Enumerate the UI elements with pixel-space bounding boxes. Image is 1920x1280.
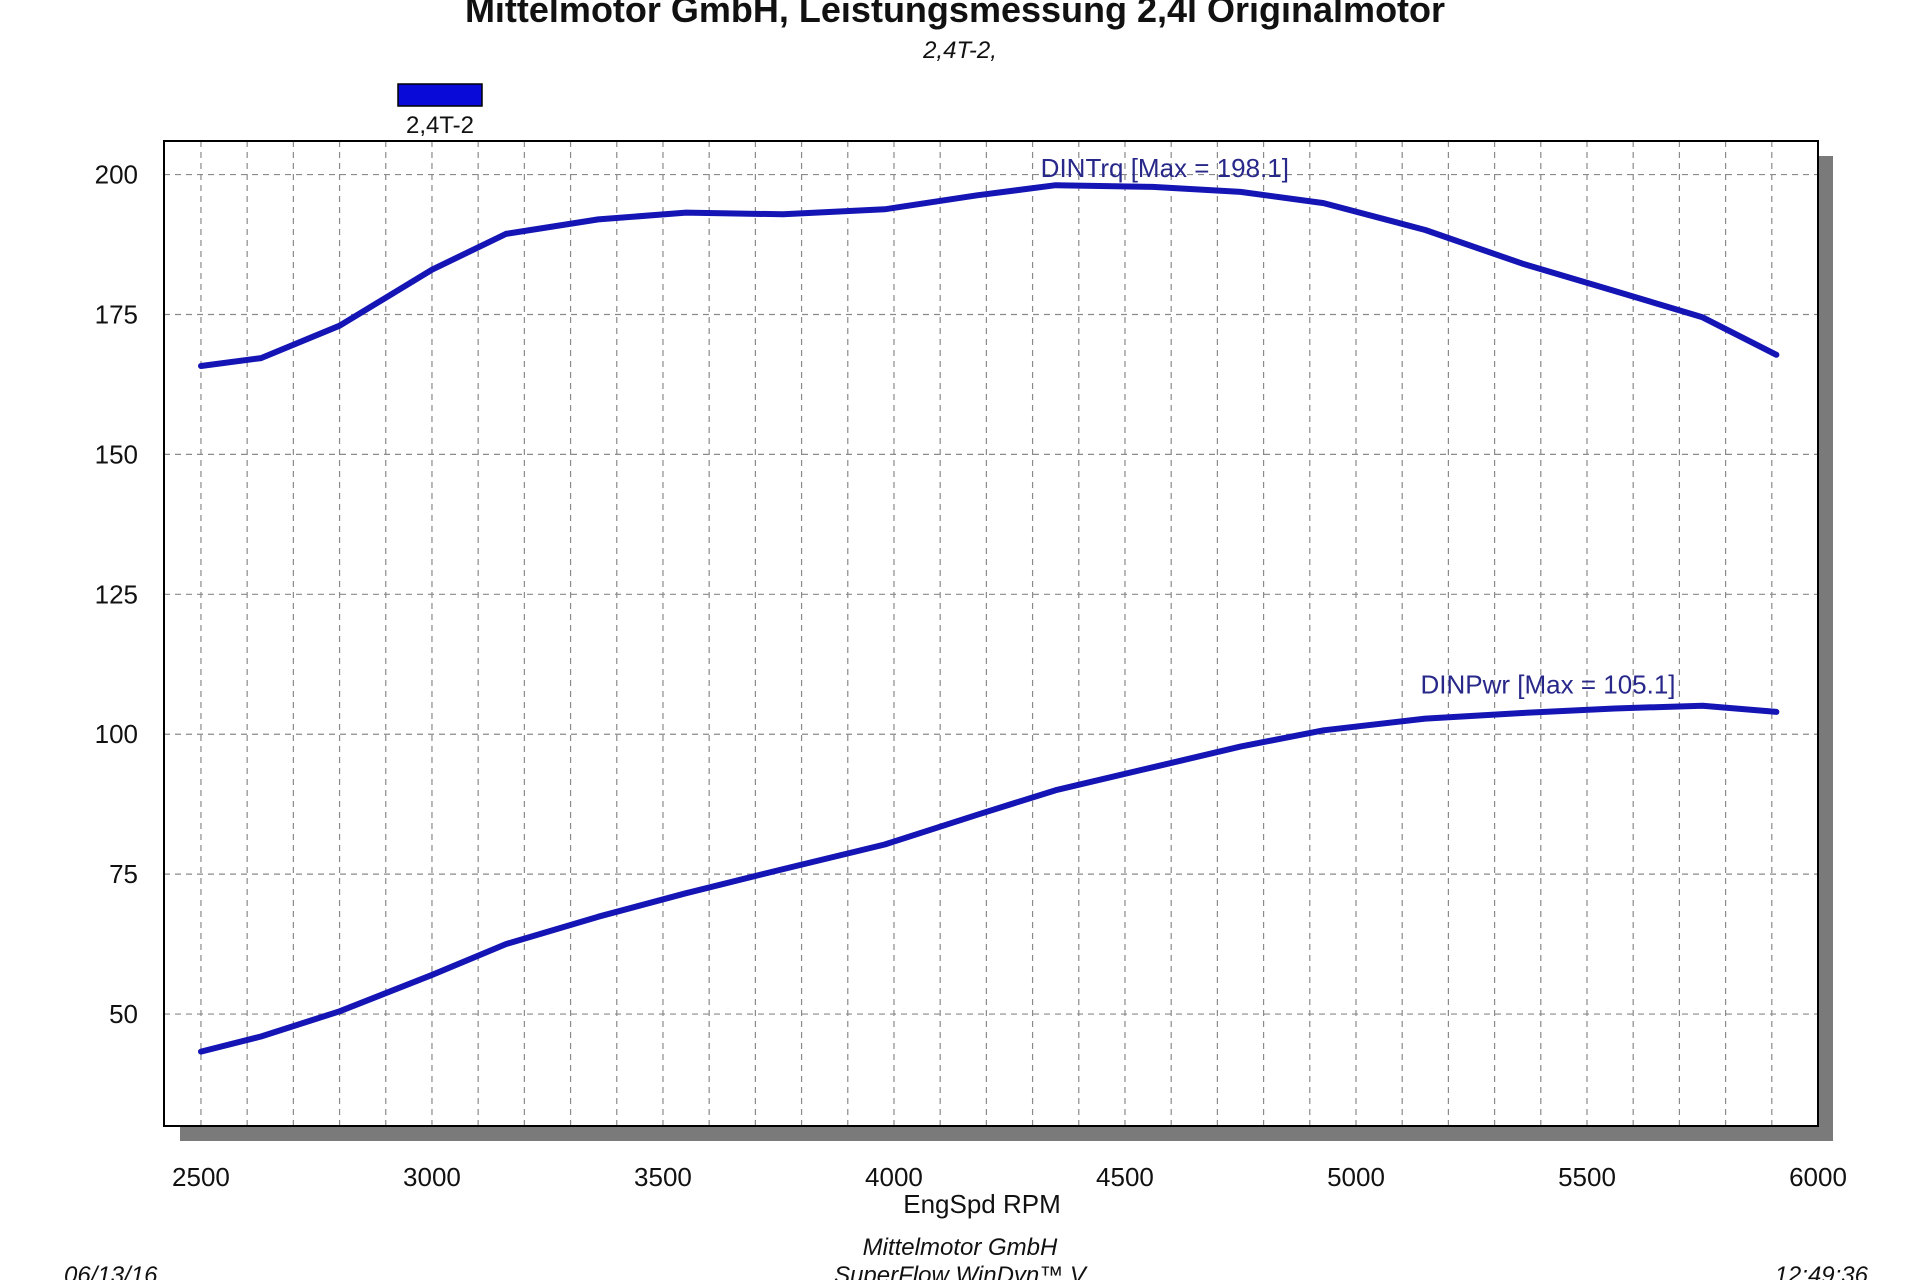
y-tick-label: 175: [95, 299, 138, 329]
y-tick-label: 50: [109, 999, 138, 1029]
y-tick-label: 125: [95, 579, 138, 609]
y-tick-label: 200: [95, 160, 138, 190]
x-tick-label: 6000: [1789, 1162, 1847, 1192]
legend-swatch: [397, 83, 483, 107]
x-tick-label: 5500: [1558, 1162, 1616, 1192]
x-tick-label: 2500: [172, 1162, 230, 1192]
series-line-dintrq: [198, 182, 1780, 369]
footer-time: 12:49:36: [1775, 1262, 1869, 1280]
footer-company: Mittelmotor GmbH: [863, 1234, 1058, 1261]
x-tick-labels: 2500 3000 3500 4000 4500 5000 5500 6000: [172, 1162, 1847, 1192]
y-tick-label: 75: [109, 859, 138, 889]
series-line-dinpwr: [198, 702, 1780, 1055]
y-tick-labels: 50 75 100 125 150 175 200: [95, 160, 138, 1029]
chart-title: Mittelmotor GmbH, Leistungsmessung 2,4l …: [465, 0, 1445, 30]
x-tick-label: 3500: [634, 1162, 692, 1192]
legend-label: 2,4T-2: [406, 112, 474, 139]
torque-max-annotation: DINTrq [Max = 198.1]: [1041, 153, 1289, 183]
x-tick-label: 3000: [403, 1162, 461, 1192]
x-axis-label: EngSpd RPM: [903, 1189, 1061, 1219]
footer-software: SuperFlow WinDyn™ V: [834, 1262, 1088, 1280]
x-tick-label: 4000: [865, 1162, 923, 1192]
x-tick-label: 4500: [1096, 1162, 1154, 1192]
plot-area: [163, 140, 1819, 1127]
y-tick-label: 150: [95, 439, 138, 469]
power-max-annotation: DINPwr [Max = 105.1]: [1420, 670, 1675, 700]
plot-border: [163, 140, 1819, 1127]
footer-date: 06/13/16: [64, 1262, 158, 1280]
x-tick-label: 5000: [1327, 1162, 1385, 1192]
series-lines: [198, 182, 1780, 1055]
y-tick-label: 100: [95, 719, 138, 749]
chart-subtitle: 2,4T-2,: [922, 37, 997, 64]
y-grid: [164, 173, 1818, 1015]
